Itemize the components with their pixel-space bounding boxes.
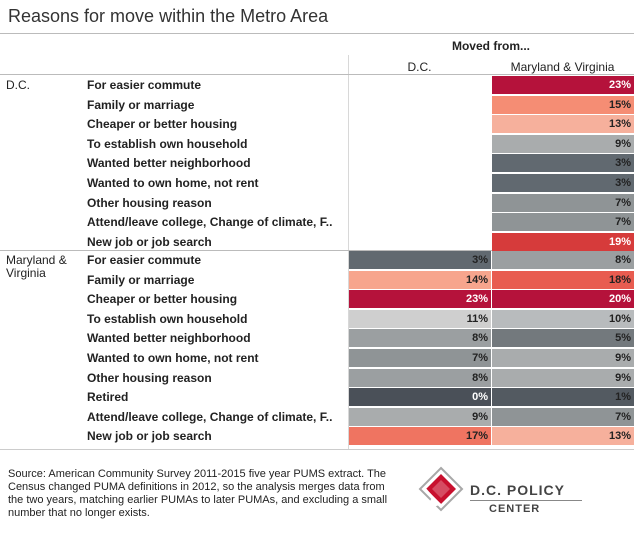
logo-text-center: CENTER	[489, 503, 541, 515]
heatmap-cell: 3%	[492, 154, 634, 173]
column-header-dc: D.C.	[407, 60, 432, 74]
row-label: Cheaper or better housing	[87, 292, 238, 307]
column-group-header: Moved from...	[451, 39, 530, 53]
row-label: To establish own household	[87, 136, 248, 151]
row-label: Attend/leave college, Change of climate,…	[87, 215, 333, 230]
row-label: For easier commute	[87, 78, 202, 92]
heatmap-cell: 13%	[492, 115, 634, 134]
column-divider	[348, 55, 349, 450]
heatmap-cell: 1%	[492, 388, 634, 407]
row-label: Family or marriage	[87, 97, 195, 112]
heatmap-cell: 13%	[492, 427, 634, 446]
table-bottom-divider	[0, 449, 634, 450]
heatmap-cell: 14%	[349, 270, 491, 289]
group-label: D.C.	[6, 78, 30, 92]
header-divider	[0, 74, 634, 75]
row-label: Retired	[87, 390, 129, 405]
heatmap-cell: 8%	[349, 368, 491, 387]
heatmap-cell: 23%	[492, 76, 634, 94]
row-label: Wanted better neighborhood	[87, 331, 251, 346]
heatmap-cell: 11%	[349, 309, 491, 328]
heatmap-cell: 9%	[492, 134, 634, 153]
heatmap-cell: 7%	[492, 407, 634, 426]
heatmap-cell: 18%	[492, 270, 634, 289]
row-label: Cheaper or better housing	[87, 117, 238, 132]
row-label: Other housing reason	[87, 195, 212, 210]
heatmap-cell: 9%	[492, 368, 634, 387]
heatmap-cell: 3%	[349, 251, 491, 269]
row-label: Other housing reason	[87, 370, 212, 385]
chart-title: Reasons for move within the Metro Area	[8, 6, 329, 26]
heatmap-cell: 17%	[349, 427, 491, 446]
row-label: Wanted to own home, not rent	[87, 351, 259, 365]
heatmap-cell: 9%	[492, 349, 634, 367]
row-label: Wanted better neighborhood	[87, 156, 251, 171]
heatmap-cell: 7%	[492, 213, 634, 232]
heatmap-cell: 5%	[492, 329, 634, 348]
heatmap-cell: 8%	[492, 251, 634, 269]
logo-text-dc-policy: D.C. POLICY	[470, 482, 566, 498]
row-label: Attend/leave college, Change of climate,…	[87, 409, 333, 424]
heatmap-cell: 3%	[492, 174, 634, 192]
heatmap-cell: 8%	[349, 329, 491, 348]
row-label: Family or marriage	[87, 272, 195, 287]
heatmap-cell: 7%	[349, 349, 491, 367]
heatmap-cell: 19%	[492, 232, 634, 251]
row-label: Wanted to own home, not rent	[87, 176, 259, 190]
group-label: Maryland & Virginia	[6, 253, 67, 280]
row-label: For easier commute	[87, 253, 202, 267]
heatmap-cell: 23%	[349, 290, 491, 309]
source-note: Source: American Community Survey 2011-2…	[8, 468, 388, 519]
heatmap-cell: 0%	[349, 388, 491, 407]
group-divider	[0, 250, 634, 251]
heatmap-cell: 20%	[492, 290, 634, 309]
logo-rule	[470, 500, 582, 501]
heatmap-cell: 9%	[349, 407, 491, 426]
row-label: New job or job search	[87, 429, 212, 444]
heatmap-cell: 15%	[492, 95, 634, 114]
column-header-maryland-virginia: Maryland & Virginia	[510, 60, 615, 74]
dc-map-logo-icon	[418, 466, 464, 512]
heatmap-cell: 7%	[492, 193, 634, 212]
title-divider	[0, 33, 634, 34]
row-label: New job or job search	[87, 234, 212, 249]
heatmap-cell: 10%	[492, 309, 634, 328]
row-label: To establish own household	[87, 311, 248, 326]
